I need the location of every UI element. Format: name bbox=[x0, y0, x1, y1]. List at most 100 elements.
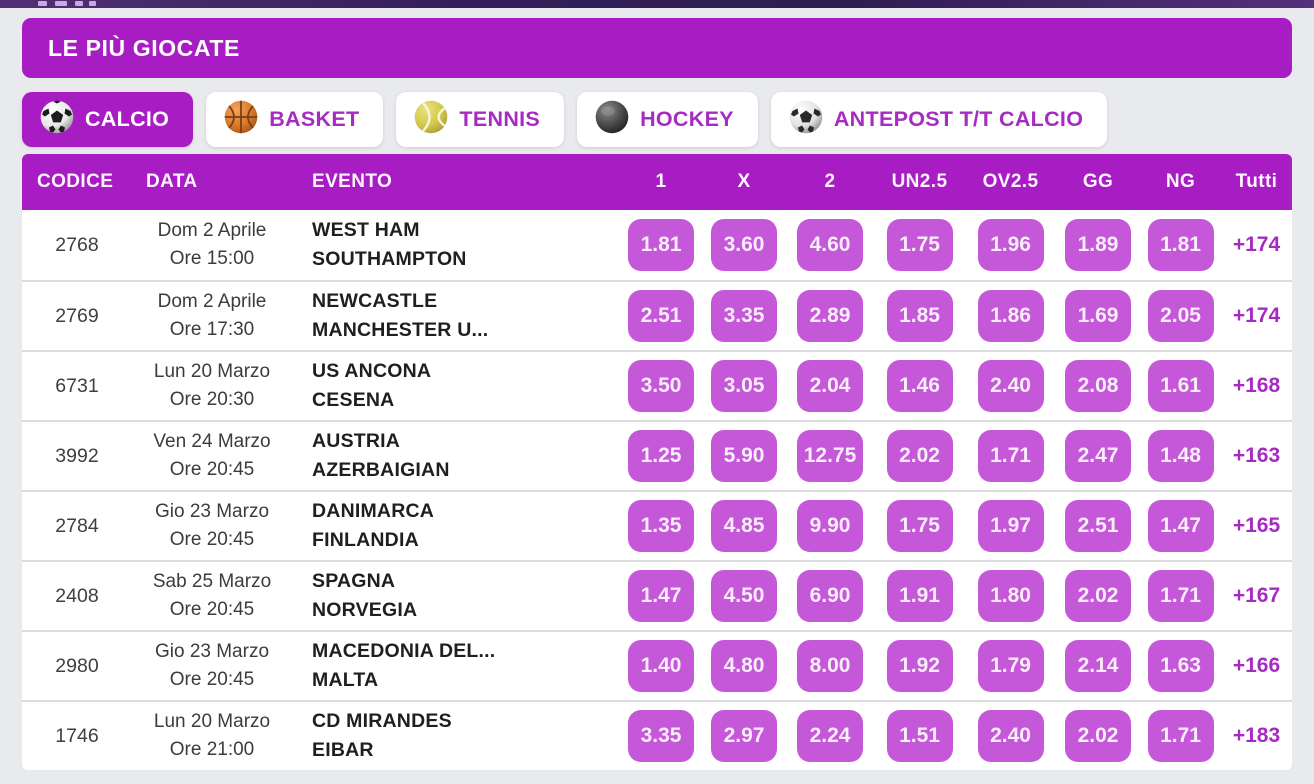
odd-button-gg[interactable]: 2.08 bbox=[1065, 360, 1131, 412]
odd-button-gg[interactable]: 2.51 bbox=[1065, 500, 1131, 552]
all-markets-link[interactable]: +163 bbox=[1232, 444, 1281, 467]
odd-button-ov25[interactable]: 2.40 bbox=[977, 710, 1044, 762]
odd-button-1[interactable]: 3.35 bbox=[628, 710, 694, 762]
tab-antepost-tt-calcio[interactable]: ANTEPOST T/T CALCIO bbox=[770, 92, 1108, 147]
tab-hockey[interactable]: HOCKEY bbox=[577, 92, 758, 147]
event-date: Gio 23 Marzo bbox=[154, 501, 270, 523]
all-markets-link[interactable]: +166 bbox=[1232, 654, 1281, 677]
column-header-1: 1 bbox=[655, 171, 667, 192]
odd-button-ng[interactable]: 2.05 bbox=[1147, 290, 1214, 342]
odd-button-ov25[interactable]: 1.86 bbox=[977, 290, 1044, 342]
odd-button-gg[interactable]: 2.02 bbox=[1065, 570, 1131, 622]
event-code: 2980 bbox=[55, 654, 99, 677]
event-time: Ore 20:45 bbox=[169, 669, 255, 690]
odd-button-x[interactable]: 4.80 bbox=[711, 640, 777, 692]
odd-button-ov25[interactable]: 1.97 bbox=[977, 500, 1044, 552]
event-date: Gio 23 Marzo bbox=[154, 641, 270, 663]
column-header-x: X bbox=[737, 171, 751, 192]
all-markets-link[interactable]: +167 bbox=[1232, 584, 1281, 607]
navbar-fragment bbox=[75, 1, 83, 6]
odd-button-gg[interactable]: 1.89 bbox=[1065, 219, 1131, 271]
odd-button-un25[interactable]: 1.91 bbox=[886, 570, 953, 622]
home-team: US ANCONA bbox=[312, 359, 432, 382]
odd-button-ng[interactable]: 1.71 bbox=[1147, 710, 1214, 762]
odd-button-ng[interactable]: 1.63 bbox=[1147, 640, 1214, 692]
odd-button-x[interactable]: 3.05 bbox=[711, 360, 777, 412]
event-code: 2784 bbox=[55, 514, 99, 537]
odd-button-2[interactable]: 2.04 bbox=[797, 360, 863, 412]
page-title: LE PIÙ GIOCATE bbox=[22, 18, 1292, 78]
event-datetime: Sab 25 Marzo Ore 20:45 bbox=[132, 568, 292, 623]
odd-button-ov25[interactable]: 1.80 bbox=[977, 570, 1044, 622]
odd-button-2[interactable]: 8.00 bbox=[797, 640, 863, 692]
table-row: 2408 Sab 25 Marzo Ore 20:45 SPAGNA NORVE… bbox=[22, 560, 1292, 630]
odd-button-ov25[interactable]: 1.96 bbox=[977, 219, 1044, 271]
odd-button-un25[interactable]: 1.51 bbox=[886, 710, 953, 762]
home-team: MACEDONIA DEL... bbox=[312, 639, 496, 662]
odd-button-2[interactable]: 2.89 bbox=[797, 290, 863, 342]
column-header-gg: GG bbox=[1082, 171, 1114, 192]
all-markets-link[interactable]: +174 bbox=[1232, 304, 1281, 327]
all-markets-link[interactable]: +168 bbox=[1232, 374, 1281, 397]
odd-button-un25[interactable]: 1.75 bbox=[886, 500, 953, 552]
table-row: 3992 Ven 24 Marzo Ore 20:45 AUSTRIA AZER… bbox=[22, 420, 1292, 490]
odd-button-x[interactable]: 3.60 bbox=[711, 219, 777, 271]
odd-button-x[interactable]: 5.90 bbox=[711, 430, 777, 482]
odd-button-ov25[interactable]: 2.40 bbox=[977, 360, 1044, 412]
odd-button-1[interactable]: 1.40 bbox=[628, 640, 694, 692]
odd-button-ng[interactable]: 1.61 bbox=[1147, 360, 1214, 412]
tab-tennis[interactable]: TENNIS bbox=[396, 92, 565, 147]
soccer-ball-icon bbox=[789, 100, 823, 140]
table-row: 6731 Lun 20 Marzo Ore 20:30 US ANCONA CE… bbox=[22, 350, 1292, 420]
clipped-top-navbar bbox=[0, 0, 1314, 8]
odd-button-x[interactable]: 2.97 bbox=[711, 710, 777, 762]
all-markets-link[interactable]: +183 bbox=[1232, 724, 1281, 747]
odd-button-1[interactable]: 1.47 bbox=[628, 570, 694, 622]
odd-button-x[interactable]: 4.50 bbox=[711, 570, 777, 622]
odd-button-1[interactable]: 1.35 bbox=[628, 500, 694, 552]
odd-button-un25[interactable]: 2.02 bbox=[886, 430, 953, 482]
tab-basket[interactable]: BASKET bbox=[206, 92, 384, 147]
odd-button-ov25[interactable]: 1.79 bbox=[977, 640, 1044, 692]
home-team: SPAGNA bbox=[312, 569, 396, 592]
tennis-ball-icon bbox=[414, 100, 448, 140]
event-datetime: Gio 23 Marzo Ore 20:45 bbox=[132, 638, 292, 693]
odd-button-gg[interactable]: 2.14 bbox=[1065, 640, 1131, 692]
odd-button-un25[interactable]: 1.85 bbox=[886, 290, 953, 342]
odd-button-2[interactable]: 12.75 bbox=[797, 430, 863, 482]
odd-button-2[interactable]: 9.90 bbox=[797, 500, 863, 552]
tab-calcio[interactable]: CALCIO bbox=[22, 92, 194, 147]
event-date: Lun 20 Marzo bbox=[153, 711, 271, 733]
basketball-icon bbox=[224, 100, 258, 140]
odd-button-x[interactable]: 3.35 bbox=[711, 290, 777, 342]
odd-button-ng[interactable]: 1.71 bbox=[1147, 570, 1214, 622]
event-time: Ore 21:00 bbox=[169, 739, 255, 760]
home-team: AUSTRIA bbox=[312, 429, 401, 452]
odd-button-ng[interactable]: 1.47 bbox=[1147, 500, 1214, 552]
odd-button-1[interactable]: 2.51 bbox=[628, 290, 694, 342]
all-markets-link[interactable]: +165 bbox=[1232, 514, 1281, 537]
odd-button-gg[interactable]: 2.47 bbox=[1065, 430, 1131, 482]
odd-button-un25[interactable]: 1.46 bbox=[886, 360, 953, 412]
away-team: MANCHESTER U... bbox=[312, 319, 489, 341]
all-markets-link[interactable]: +174 bbox=[1232, 233, 1281, 256]
away-team: MALTA bbox=[312, 669, 379, 691]
odd-button-ov25[interactable]: 1.71 bbox=[977, 430, 1044, 482]
odd-button-2[interactable]: 4.60 bbox=[797, 219, 863, 271]
odd-button-1[interactable]: 1.81 bbox=[628, 219, 694, 271]
odd-button-x[interactable]: 4.85 bbox=[711, 500, 777, 552]
odd-button-1[interactable]: 1.25 bbox=[628, 430, 694, 482]
odd-button-ng[interactable]: 1.48 bbox=[1147, 430, 1214, 482]
odd-button-1[interactable]: 3.50 bbox=[628, 360, 694, 412]
tab-label: HOCKEY bbox=[640, 107, 734, 131]
odd-button-2[interactable]: 6.90 bbox=[797, 570, 863, 622]
away-team: NORVEGIA bbox=[312, 599, 418, 621]
event-code: 2408 bbox=[55, 584, 99, 607]
odd-button-2[interactable]: 2.24 bbox=[797, 710, 863, 762]
odd-button-un25[interactable]: 1.75 bbox=[886, 219, 953, 271]
odd-button-gg[interactable]: 2.02 bbox=[1065, 710, 1131, 762]
home-team: NEWCASTLE bbox=[312, 289, 438, 312]
odd-button-ng[interactable]: 1.81 bbox=[1147, 219, 1214, 271]
odd-button-gg[interactable]: 1.69 bbox=[1065, 290, 1131, 342]
odd-button-un25[interactable]: 1.92 bbox=[886, 640, 953, 692]
